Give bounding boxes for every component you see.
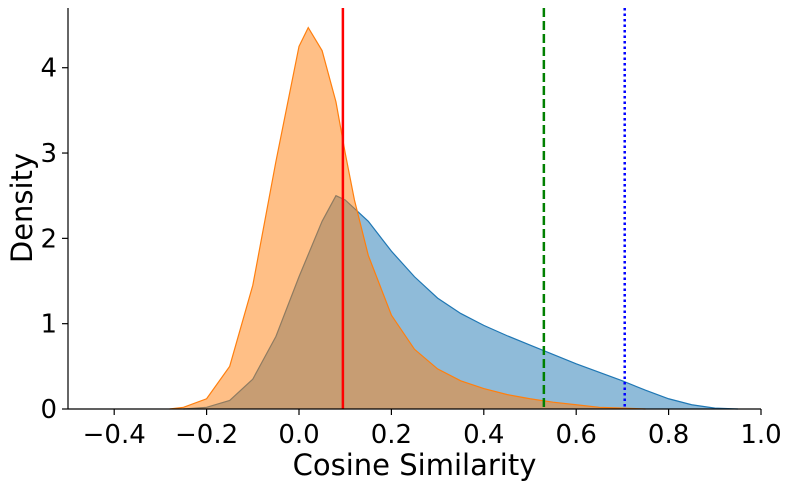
series-2-area <box>169 27 646 410</box>
series-2-line <box>169 26 646 410</box>
series-layer <box>169 26 738 410</box>
x-tick-label: 0.4 <box>463 420 504 450</box>
y-tick-label: 3 <box>40 139 57 169</box>
x-tick-label: −0.2 <box>175 420 238 450</box>
x-tick-label: 0.6 <box>556 420 597 450</box>
x-tick-label: −0.4 <box>83 420 146 450</box>
x-axis-label: Cosine Similarity <box>293 448 537 482</box>
x-tick-label: 0.2 <box>371 420 412 450</box>
x-ticks: −0.4 −0.2 0.0 0.2 0.4 0.6 0.8 1.0 <box>83 409 782 450</box>
y-tick-label: 4 <box>40 54 57 84</box>
y-tick-label: 0 <box>40 395 57 425</box>
x-tick-label: 0.0 <box>278 420 319 450</box>
y-axis-label: Density <box>5 153 39 263</box>
reference-lines <box>341 8 626 409</box>
y-ticks: 0 1 2 3 4 <box>40 54 68 425</box>
y-tick-label: 2 <box>40 224 57 254</box>
y-tick-label: 1 <box>40 310 57 340</box>
x-tick-label: 0.8 <box>648 420 689 450</box>
x-tick-label: 1.0 <box>740 420 781 450</box>
